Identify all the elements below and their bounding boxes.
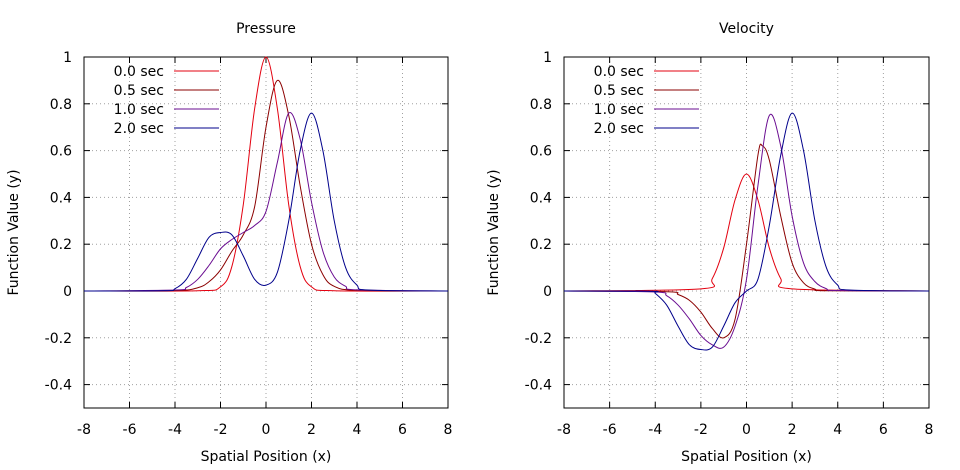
y-tick-label: 0.4 bbox=[530, 190, 552, 206]
series-line-4 bbox=[83, 112, 449, 292]
series-line-1 bbox=[83, 56, 449, 292]
y-tick-label: 0.2 bbox=[530, 237, 552, 253]
y-tick-label: 0 bbox=[543, 284, 552, 300]
x-tick-label: 8 bbox=[444, 422, 453, 438]
x-tick-label: -2 bbox=[214, 422, 228, 438]
y-tick-label: 0.8 bbox=[50, 97, 72, 113]
x-tick-label: 0 bbox=[262, 422, 271, 438]
y-tick-label: 0 bbox=[63, 284, 72, 300]
y-tick-label: 1 bbox=[63, 50, 72, 66]
x-tick-label: -2 bbox=[694, 422, 708, 438]
chart-panel-2: -8 -6 -4 -2 0 2 4 6 8 -0.4 -0.2 0 0.2 0.4 0.6 0.8 1 Veloc… bbox=[486, 21, 933, 465]
x-tick-label: -6 bbox=[123, 422, 137, 438]
series-line-2 bbox=[83, 79, 449, 292]
chart-title: Velocity bbox=[719, 21, 774, 37]
y-axis-label: Function Value (y) bbox=[6, 169, 22, 295]
y-tick-label: -0.2 bbox=[45, 331, 72, 347]
series-line-4 bbox=[563, 112, 930, 351]
legend-label: 0.0 sec bbox=[114, 64, 164, 80]
x-tick-label: -6 bbox=[603, 422, 617, 438]
x-tick-label: -4 bbox=[648, 422, 662, 438]
x-tick-label: 2 bbox=[307, 422, 316, 438]
x-tick-label: -8 bbox=[77, 422, 91, 438]
legend-label: 2.0 sec bbox=[594, 121, 644, 137]
y-tick-label: 1 bbox=[543, 50, 552, 66]
x-tick-label: 4 bbox=[353, 422, 362, 438]
legend-label: 1.0 sec bbox=[594, 102, 644, 118]
x-tick-label: 6 bbox=[879, 422, 888, 438]
y-tick-label: 0.4 bbox=[50, 190, 72, 206]
legend-label: 2.0 sec bbox=[114, 121, 164, 137]
y-tick-label: 0.6 bbox=[530, 144, 552, 160]
chart-panel-1: -8 -6 -4 -2 0 2 4 6 8 -0.4 -0.2 0 0.2 0.4 0.6 0.8 1 Press… bbox=[6, 21, 452, 465]
x-tick-label: 8 bbox=[925, 422, 934, 438]
x-tick-label: 2 bbox=[788, 422, 797, 438]
series-line-3 bbox=[83, 112, 449, 292]
x-tick-label: -8 bbox=[557, 422, 571, 438]
series-line-3 bbox=[563, 113, 930, 349]
y-tick-label: -0.4 bbox=[45, 378, 72, 394]
x-tick-label: 6 bbox=[398, 422, 407, 438]
chart-title: Pressure bbox=[236, 21, 296, 37]
x-tick-label: 0 bbox=[742, 422, 751, 438]
y-tick-label: 0.8 bbox=[530, 97, 552, 113]
series-line-2 bbox=[563, 143, 930, 339]
y-axis-label: Function Value (y) bbox=[486, 169, 502, 295]
x-axis-label: Spatial Position (x) bbox=[201, 449, 332, 465]
x-tick-label: 4 bbox=[833, 422, 842, 438]
legend-label: 0.0 sec bbox=[594, 64, 644, 80]
legend-label: 0.5 sec bbox=[114, 83, 164, 99]
legend-label: 0.5 sec bbox=[594, 83, 644, 99]
series-line-1 bbox=[563, 173, 930, 292]
x-axis-label: Spatial Position (x) bbox=[681, 449, 812, 465]
y-tick-label: 0.2 bbox=[50, 237, 72, 253]
x-tick-label: -4 bbox=[168, 422, 182, 438]
legend-label: 1.0 sec bbox=[114, 102, 164, 118]
y-tick-label: 0.6 bbox=[50, 144, 72, 160]
y-tick-label: -0.4 bbox=[525, 378, 552, 394]
y-tick-label: -0.2 bbox=[525, 331, 552, 347]
